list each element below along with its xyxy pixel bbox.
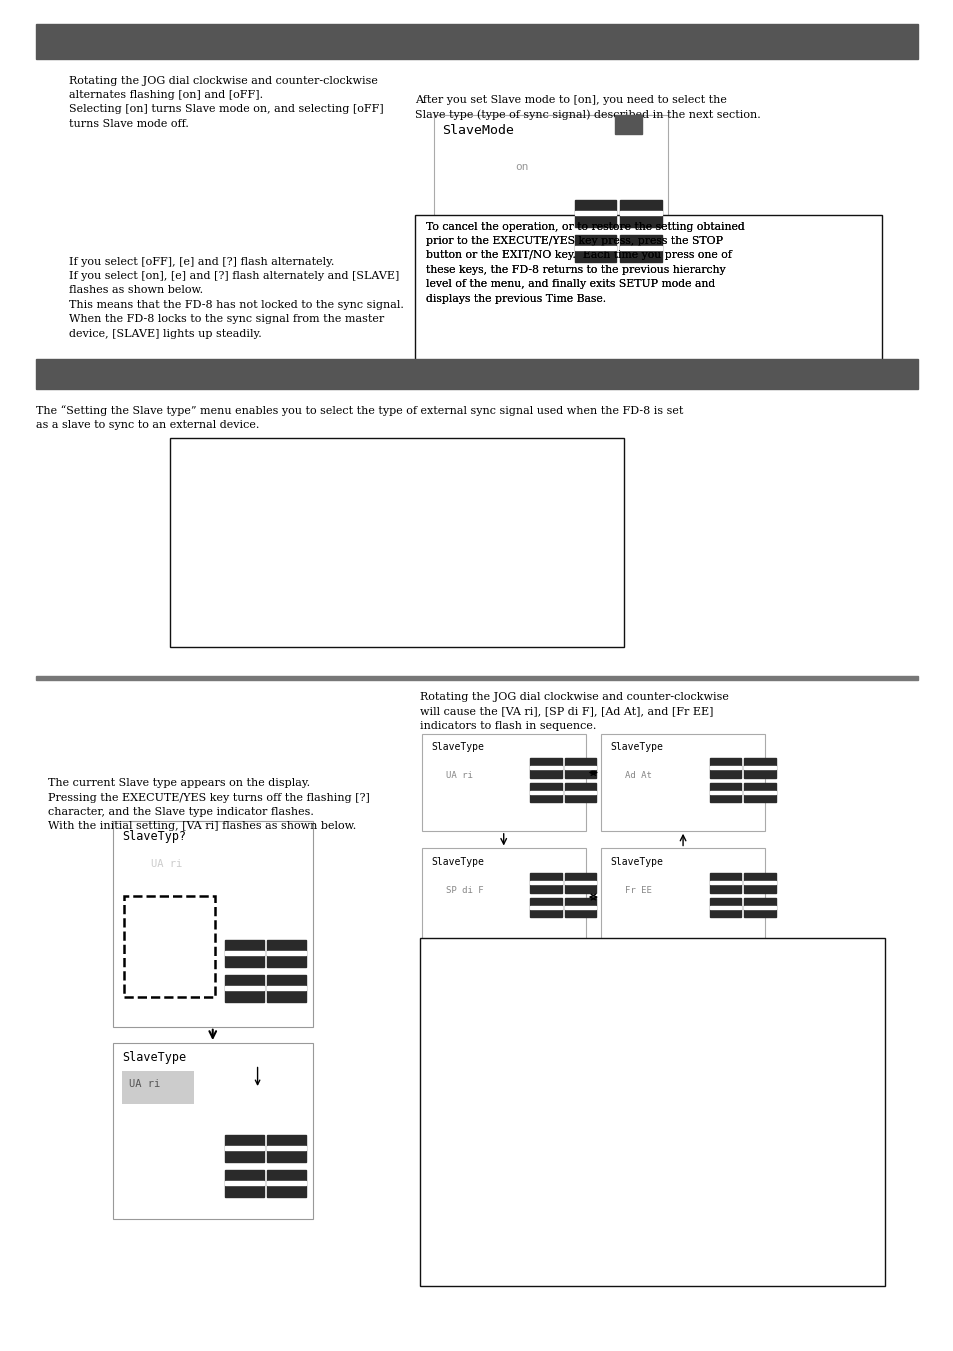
Bar <box>743 784 775 802</box>
Bar <box>743 790 775 794</box>
Bar <box>530 758 561 778</box>
Bar <box>709 881 740 884</box>
Bar <box>267 1146 305 1150</box>
Bar <box>530 766 561 769</box>
Text: Ad At: Ad At <box>624 771 651 781</box>
Bar <box>564 758 596 778</box>
Bar <box>530 873 561 893</box>
Bar <box>530 898 561 917</box>
Bar <box>564 881 596 884</box>
Bar <box>743 881 775 884</box>
Bar <box>36 359 917 389</box>
Bar <box>743 898 775 917</box>
Bar <box>267 951 305 955</box>
Bar <box>574 246 616 250</box>
Bar <box>267 986 305 990</box>
Text: To cancel the operation, or to restore the setting obtained
prior to the EXECUTE: To cancel the operation, or to restore t… <box>426 222 744 304</box>
Bar <box>615 115 641 134</box>
Bar <box>530 790 561 794</box>
Bar <box>564 790 596 794</box>
Text: Rotating the JOG dial clockwise and counter-clockwise
alternates flashing [on] a: Rotating the JOG dial clockwise and coun… <box>69 76 383 128</box>
Bar <box>743 758 775 778</box>
Bar <box>709 898 740 917</box>
Text: Fr EE: Fr EE <box>624 886 651 896</box>
Bar <box>709 873 740 893</box>
Bar <box>743 766 775 769</box>
Bar <box>530 905 561 909</box>
Bar <box>530 784 561 802</box>
Bar <box>743 905 775 909</box>
Bar <box>225 951 263 955</box>
Bar <box>267 1135 305 1162</box>
Bar <box>434 115 667 270</box>
Bar <box>421 734 585 831</box>
Bar <box>530 881 561 884</box>
Text: SlaveTyp?: SlaveTyp? <box>122 830 186 843</box>
Bar <box>421 848 585 946</box>
Text: SlaveType: SlaveType <box>122 1051 186 1065</box>
Bar <box>743 873 775 893</box>
Text: SlaveType: SlaveType <box>431 742 483 751</box>
Bar <box>600 848 764 946</box>
Bar <box>709 790 740 794</box>
Bar <box>36 676 917 680</box>
Bar <box>170 438 623 647</box>
Bar <box>267 940 305 967</box>
Bar <box>564 784 596 802</box>
Bar <box>564 873 596 893</box>
Bar <box>267 1181 305 1185</box>
Text: To cancel the operation, or to restore the setting obtained
prior to the EXECUTE: To cancel the operation, or to restore t… <box>426 222 744 304</box>
Text: The current Slave type appears on the display.
Pressing the EXECUTE/YES key turn: The current Slave type appears on the di… <box>48 778 369 831</box>
Bar <box>709 905 740 909</box>
Bar <box>124 896 214 997</box>
Bar <box>619 211 661 215</box>
Text: If you select [oFF], [e] and [?] flash alternately.
If you select [on], [e] and : If you select [oFF], [e] and [?] flash a… <box>69 257 403 339</box>
Bar <box>225 1181 263 1185</box>
Text: SP di F: SP di F <box>445 886 482 896</box>
Bar <box>619 235 661 262</box>
Text: SlaveType: SlaveType <box>431 857 483 866</box>
Bar <box>112 1043 313 1219</box>
Bar <box>564 905 596 909</box>
Text: UA ri: UA ri <box>151 859 182 869</box>
Bar <box>225 940 263 967</box>
Bar <box>225 986 263 990</box>
Text: on: on <box>515 162 528 172</box>
Bar <box>574 235 616 262</box>
Bar <box>619 200 661 227</box>
Bar <box>225 1146 263 1150</box>
Bar <box>225 1170 263 1197</box>
Bar <box>225 975 263 1002</box>
Bar <box>267 1170 305 1197</box>
Text: After you set Slave mode to [on], you need to select the
Slave type (type of syn: After you set Slave mode to [on], you ne… <box>415 95 760 120</box>
Text: UA ri: UA ri <box>129 1079 160 1089</box>
Bar <box>574 211 616 215</box>
Text: SlaveType: SlaveType <box>610 742 662 751</box>
Bar <box>564 898 596 917</box>
Bar <box>122 1071 193 1104</box>
Bar <box>112 821 313 1027</box>
Bar <box>600 734 764 831</box>
Text: SlaveType: SlaveType <box>610 857 662 866</box>
Bar <box>267 975 305 1002</box>
Bar <box>419 938 884 1286</box>
Bar <box>415 215 882 361</box>
Bar <box>709 784 740 802</box>
Bar <box>574 200 616 227</box>
Text: The “Setting the Slave type” menu enables you to select the type of external syn: The “Setting the Slave type” menu enable… <box>36 405 683 431</box>
Text: Rotating the JOG dial clockwise and counter-clockwise
will cause the [VA ri], [S: Rotating the JOG dial clockwise and coun… <box>419 692 728 731</box>
Bar <box>36 24 917 59</box>
Bar <box>564 766 596 769</box>
Text: SlaveMode: SlaveMode <box>441 124 513 138</box>
Bar <box>709 758 740 778</box>
Bar <box>619 246 661 250</box>
Bar <box>225 1135 263 1162</box>
Text: UA ri: UA ri <box>445 771 472 781</box>
Bar <box>709 766 740 769</box>
